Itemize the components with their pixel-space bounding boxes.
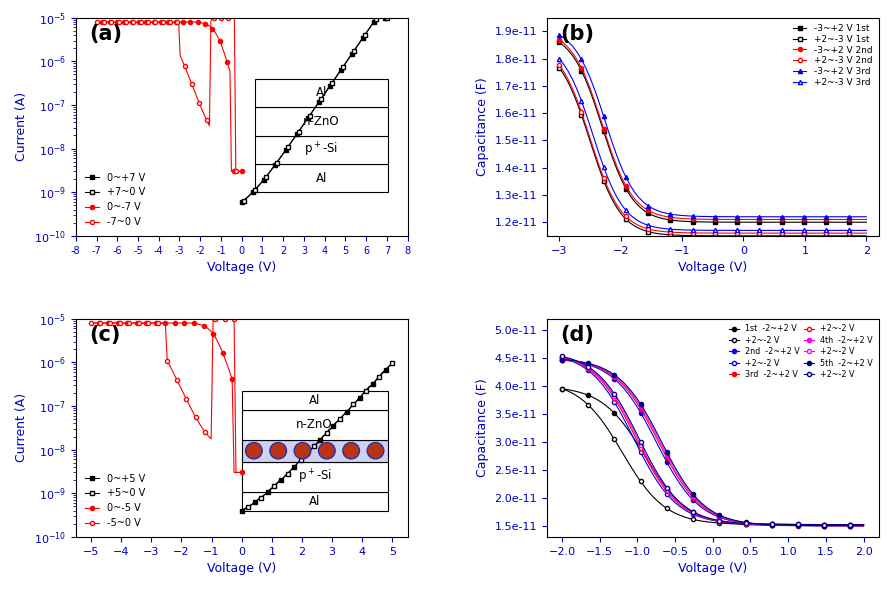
- +2~-3 V 1st: [861, 232, 871, 240]
- Bar: [242, 410, 388, 440]
- +2~-3 V 1st: [812, 232, 822, 240]
- Legend: 0~+7 V, +7~0 V, 0~-7 V, -7~0 V: 0~+7 V, +7~0 V, 0~-7 V, -7~0 V: [80, 169, 149, 231]
- -3~+2 V 3rd: [812, 213, 822, 220]
- +2~-3 V 1st: [554, 64, 565, 71]
- Bar: [242, 391, 388, 410]
- +2~-3 V 2nd: [648, 227, 658, 234]
- Y-axis label: Capacitance (F): Capacitance (F): [476, 378, 489, 477]
- -3~+2 V 2nd: [634, 201, 645, 208]
- Legend: 1st  -2~+2 V, +2~-2 V, 2nd  -2~+2 V, +2~-2 V, 3rd  -2~+2 V, +2~-2 V, 4th  -2~+2 : 1st -2~+2 V, +2~-2 V, 2nd -2~+2 V, +2~-2…: [728, 323, 874, 381]
- Ellipse shape: [294, 442, 310, 459]
- Line: -3~+2 V 2nd: -3~+2 V 2nd: [558, 38, 869, 222]
- -3~+2 V 3rd: [861, 213, 871, 220]
- +2~-3 V 3rd: [625, 212, 636, 219]
- Y-axis label: Capacitance (F): Capacitance (F): [476, 77, 489, 176]
- +2~-3 V 3rd: [723, 227, 734, 234]
- Text: p$^+$-Si: p$^+$-Si: [298, 467, 332, 486]
- Text: (c): (c): [89, 325, 120, 345]
- Ellipse shape: [318, 442, 335, 459]
- Text: Al: Al: [316, 172, 327, 185]
- Text: Al: Al: [309, 394, 320, 407]
- -3~+2 V 2nd: [812, 216, 822, 223]
- +2~-3 V 2nd: [634, 222, 645, 230]
- +2~-3 V 2nd: [816, 230, 827, 237]
- X-axis label: Voltage (V): Voltage (V): [207, 261, 277, 274]
- +2~-3 V 1st: [723, 232, 734, 240]
- Line: -3~+2 V 1st: -3~+2 V 1st: [558, 40, 869, 224]
- Text: (a): (a): [89, 24, 122, 44]
- -3~+2 V 2nd: [625, 190, 636, 197]
- +2~-3 V 3rd: [812, 227, 822, 234]
- Bar: [242, 461, 388, 491]
- Ellipse shape: [368, 442, 384, 459]
- Y-axis label: Current (A): Current (A): [15, 92, 29, 161]
- -3~+2 V 3rd: [816, 213, 827, 220]
- -3~+2 V 1st: [554, 39, 565, 46]
- Text: n-ZnO: n-ZnO: [303, 115, 340, 128]
- Text: (d): (d): [560, 325, 594, 345]
- -3~+2 V 3rd: [634, 195, 645, 202]
- Line: -3~+2 V 3rd: -3~+2 V 3rd: [558, 33, 869, 219]
- +2~-3 V 1st: [816, 232, 827, 240]
- -3~+2 V 3rd: [625, 182, 636, 189]
- Y-axis label: Current (A): Current (A): [15, 394, 29, 463]
- Bar: [255, 107, 388, 136]
- Text: Al: Al: [316, 87, 327, 100]
- +2~-3 V 3rd: [648, 223, 658, 230]
- +2~-3 V 2nd: [812, 230, 822, 237]
- -3~+2 V 1st: [648, 212, 658, 219]
- Text: n-ZnO: n-ZnO: [296, 418, 333, 431]
- X-axis label: Voltage (V): Voltage (V): [678, 562, 747, 575]
- Bar: [255, 136, 388, 164]
- -3~+2 V 2nd: [723, 216, 734, 223]
- X-axis label: Voltage (V): Voltage (V): [207, 562, 277, 575]
- +2~-3 V 2nd: [861, 230, 871, 237]
- +2~-3 V 3rd: [634, 218, 645, 225]
- -3~+2 V 2nd: [861, 216, 871, 223]
- Text: p$^+$-Si: p$^+$-Si: [304, 140, 338, 159]
- -3~+2 V 2nd: [554, 36, 565, 43]
- -3~+2 V 1st: [723, 219, 734, 226]
- Text: (b): (b): [560, 24, 594, 44]
- -3~+2 V 3rd: [648, 205, 658, 212]
- Bar: [242, 491, 388, 511]
- Line: +2~-3 V 3rd: +2~-3 V 3rd: [558, 57, 869, 232]
- Bar: [255, 79, 388, 107]
- Line: +2~-3 V 2nd: +2~-3 V 2nd: [558, 63, 869, 235]
- -3~+2 V 1st: [861, 219, 871, 226]
- +2~-3 V 2nd: [625, 217, 636, 224]
- -3~+2 V 3rd: [554, 31, 565, 38]
- -3~+2 V 1st: [625, 192, 636, 199]
- Bar: [255, 164, 388, 192]
- +2~-3 V 3rd: [861, 227, 871, 234]
- Bar: [242, 440, 388, 461]
- +2~-3 V 1st: [634, 225, 645, 232]
- Line: +2~-3 V 1st: +2~-3 V 1st: [558, 65, 869, 238]
- -3~+2 V 2nd: [648, 209, 658, 216]
- -3~+2 V 1st: [634, 203, 645, 210]
- +2~-3 V 1st: [625, 219, 636, 227]
- -3~+2 V 3rd: [723, 213, 734, 220]
- Legend: 0~+5 V, +5~0 V, 0~-5 V, -5~0 V: 0~+5 V, +5~0 V, 0~-5 V, -5~0 V: [80, 470, 149, 532]
- Legend: -3~+2 V 1st, +2~-3 V 1st, -3~+2 V 2nd, +2~-3 V 2nd, -3~+2 V 3rd, +2~-3 V 3rd: -3~+2 V 1st, +2~-3 V 1st, -3~+2 V 2nd, +…: [791, 22, 874, 89]
- X-axis label: Voltage (V): Voltage (V): [678, 261, 747, 274]
- Ellipse shape: [245, 442, 262, 459]
- +2~-3 V 3rd: [816, 227, 827, 234]
- -3~+2 V 1st: [812, 219, 822, 226]
- +2~-3 V 2nd: [723, 230, 734, 237]
- -3~+2 V 2nd: [816, 216, 827, 223]
- Text: Al: Al: [309, 494, 320, 507]
- +2~-3 V 3rd: [554, 55, 565, 62]
- Ellipse shape: [270, 442, 286, 459]
- -3~+2 V 1st: [816, 219, 827, 226]
- +2~-3 V 2nd: [554, 61, 565, 68]
- Ellipse shape: [343, 442, 359, 459]
- +2~-3 V 1st: [648, 229, 658, 236]
